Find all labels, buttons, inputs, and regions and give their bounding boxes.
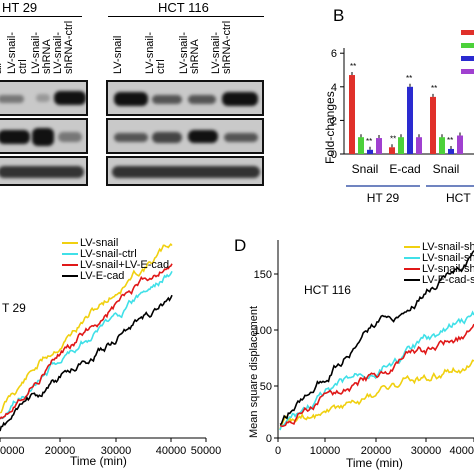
hct116-group-label: HCT 116	[158, 0, 209, 15]
panel-d-label: D	[234, 236, 247, 255]
b-group-label: HCT	[446, 191, 471, 205]
b-sig-label: **	[447, 136, 453, 145]
d-series-line	[279, 310, 474, 431]
b-bar	[376, 138, 382, 154]
panel-c-title: T 29	[2, 301, 26, 315]
b-sig-label: **	[366, 137, 372, 146]
d-legend-entry: LV-E-cad-s	[422, 274, 474, 286]
b-legend-swatch	[461, 43, 474, 48]
d-xtick-label: 30000	[411, 445, 442, 457]
c-xtick-label: 30000	[101, 445, 132, 457]
d-ytick-label: 100	[254, 325, 272, 337]
d-xtick-label: 4000	[450, 445, 474, 457]
b-ytick-label: 2	[331, 115, 337, 127]
d-ytick-label: 0	[266, 433, 272, 445]
d-legend-entry: LV-snail-sh	[422, 263, 474, 275]
c-xtick-label: 40000	[156, 445, 187, 457]
b-category-label: E-cad	[389, 162, 420, 176]
b-ytick-label: 6	[331, 48, 337, 60]
b-sig-label: **	[406, 74, 412, 83]
blot-ht29-row3	[0, 156, 88, 186]
d-legend-entry: LV-snail-sh	[422, 252, 474, 264]
panel-d-title: HCT 116	[304, 283, 351, 297]
b-sig-label: **	[350, 62, 356, 71]
c-legend-entry: LV-snail-ctrl	[80, 248, 137, 260]
c-xtick-label: 0000	[0, 445, 24, 457]
blot-ht29-row1	[0, 80, 88, 116]
d-xtick-label: 10000	[310, 445, 341, 457]
panel-d-ylabel: Mean square displacement	[248, 305, 260, 438]
c-series-line	[0, 242, 173, 414]
c-xtick-label: 20000	[45, 445, 76, 457]
b-bar	[439, 137, 445, 154]
panel-b-label: B	[333, 6, 345, 25]
b-ytick-label: 0	[331, 149, 337, 161]
b-bar	[430, 96, 436, 154]
blot-hct116-row3	[106, 156, 264, 186]
b-bar	[407, 86, 413, 154]
b-legend-swatch	[461, 56, 474, 61]
d-xtick-label: 0	[275, 445, 281, 457]
b-category-label: Snail	[433, 162, 460, 176]
d-xtick-label: 20000	[361, 445, 392, 457]
c-series-line	[0, 263, 173, 420]
b-bar	[398, 137, 404, 154]
b-bar	[389, 147, 395, 154]
b-legend-swatch	[461, 69, 474, 74]
b-bar	[349, 75, 355, 154]
d-ytick-label: 150	[254, 269, 272, 281]
c-legend-entry: LV-E-cad	[80, 270, 125, 282]
panel-c-plot: 0000 20000 30000 40000 50000	[0, 242, 222, 457]
d-series-line	[279, 250, 474, 426]
b-bar	[367, 149, 373, 154]
d-series-line	[279, 323, 474, 428]
b-sig-label: **	[431, 84, 437, 93]
c-legend-entry: LV-snail	[80, 237, 119, 249]
c-series-line	[0, 294, 173, 432]
ht29-group-label: HT 29	[2, 0, 38, 15]
c-xtick-label: 50000	[191, 445, 222, 457]
b-sig-label: **	[390, 134, 396, 143]
b-bar	[416, 137, 422, 154]
b-bar	[358, 137, 364, 154]
blot-ht29-row2	[0, 118, 88, 154]
b-ytick-label: 4	[331, 82, 337, 94]
d-series-line	[279, 359, 474, 430]
b-category-label: Snail	[352, 162, 379, 176]
b-legend-swatch	[461, 30, 474, 35]
panel-d-plot: 0 50 100 150 0 10000 20000 30000 4000	[254, 240, 474, 457]
panel-d-xlabel: Time (min)	[346, 456, 403, 470]
panel-c-xlabel: Time (min)	[70, 454, 127, 468]
ht29-group-line	[0, 16, 82, 17]
hct116-group-line	[108, 16, 264, 17]
b-bar	[448, 148, 454, 154]
blot-hct116-row2	[106, 118, 264, 154]
b-group-label: HT 29	[367, 191, 400, 205]
blot-hct116-row1	[106, 80, 264, 116]
b-bar	[457, 135, 463, 154]
d-legend-entry: LV-snail-sh	[422, 241, 474, 253]
c-legend-entry: LV-snail+LV-E-cad	[80, 259, 170, 271]
d-ytick-label: 50	[260, 381, 272, 393]
